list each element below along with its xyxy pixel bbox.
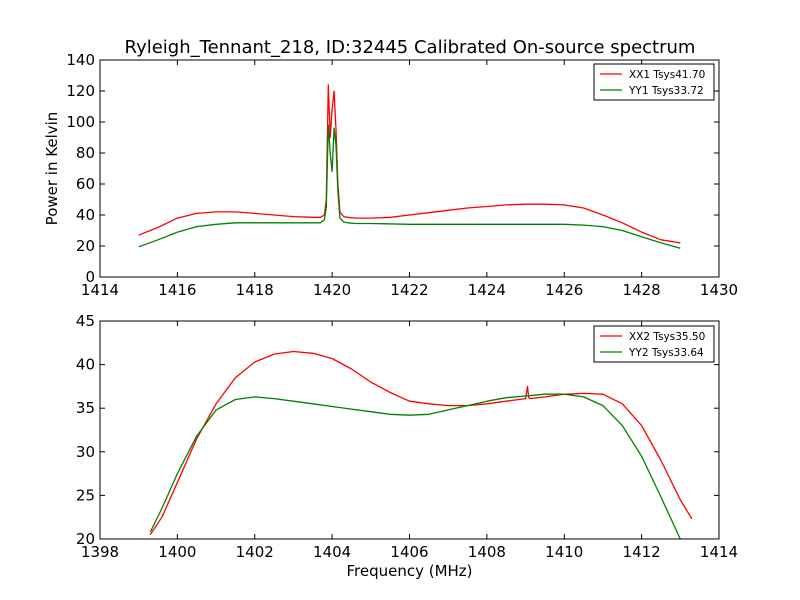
x-tick-label: 1404 [313, 543, 351, 561]
series-line-yy2 [149, 393, 681, 540]
x-tick-label: 1412 [623, 543, 661, 561]
y-tick-label: 0 [85, 268, 95, 286]
top-series-lines [138, 84, 681, 249]
y-tick-label: 20 [76, 237, 95, 255]
bottom-series-lines [149, 350, 693, 540]
top-legend-box [593, 63, 715, 101]
y-tick-label: 25 [76, 486, 95, 504]
series-line-yy1 [138, 124, 681, 249]
y-tick-label: 20 [76, 530, 95, 548]
x-tick-label: 1426 [545, 281, 583, 299]
x-tick-label: 1414 [81, 281, 119, 299]
bottom-spectrum-panel: 1398 1400 1402 1404 1406 1408 1410 1412 1414 20 25… [76, 312, 738, 580]
bottom-axis-ticks: 1398 1400 1402 1404 1406 1408 1410 1412 1414 20 25… [76, 312, 738, 561]
y-tick-label: 120 [66, 82, 95, 100]
x-tick-label: 1402 [236, 543, 274, 561]
y-tick-label: 100 [66, 113, 95, 131]
x-tick-label: 1398 [81, 543, 119, 561]
x-tick-label: 1418 [236, 281, 274, 299]
x-tick-label: 1414 [700, 543, 738, 561]
x-tick-label: 1410 [545, 543, 583, 561]
top-y-axis-label: Power in Kelvin [43, 112, 61, 226]
x-tick-label: 1424 [468, 281, 506, 299]
y-tick-label: 80 [76, 144, 95, 162]
y-tick-label: 60 [76, 175, 95, 193]
x-tick-label: 1400 [158, 543, 196, 561]
x-tick-label: 1430 [700, 281, 738, 299]
top-legend: XX1 Tsys41.70 YY1 Tsys33.72 [593, 63, 715, 101]
y-tick-label: 30 [76, 443, 95, 461]
top-spectrum-panel: 1414 1416 1418 1420 1422 1424 1426 1428 1430 0 20 4… [43, 51, 738, 299]
x-tick-label: 1408 [468, 543, 506, 561]
legend-label-yy1: YY1 Tsys33.72 [628, 85, 704, 97]
y-tick-label: 40 [76, 356, 95, 374]
bottom-legend-box [593, 325, 715, 363]
x-tick-label: 1406 [390, 543, 428, 561]
series-line-xx1 [138, 84, 681, 244]
bottom-legend: XX2 Tsys35.50 YY2 Tsys33.64 [593, 325, 715, 363]
figure-title: Ryleigh_Tennant_218, ID:32445 Calibrated… [125, 37, 696, 58]
x-tick-label: 1416 [158, 281, 196, 299]
legend-label-xx2: XX2 Tsys35.50 [629, 331, 705, 343]
y-tick-label: 40 [76, 206, 95, 224]
bottom-x-axis-label: Frequency (MHz) [346, 562, 472, 580]
y-tick-label: 140 [66, 51, 95, 69]
x-tick-label: 1428 [623, 281, 661, 299]
top-axis-ticks: 1414 1416 1418 1420 1422 1424 1426 1428 1430 0 20 4… [66, 51, 738, 299]
x-tick-label: 1420 [313, 281, 351, 299]
x-tick-label: 1422 [390, 281, 428, 299]
y-tick-label: 35 [76, 399, 95, 417]
series-line-xx2 [149, 350, 693, 535]
legend-label-yy2: YY2 Tsys33.64 [628, 347, 704, 359]
legend-label-xx1: XX1 Tsys41.70 [629, 69, 705, 81]
y-tick-label: 45 [76, 312, 95, 330]
